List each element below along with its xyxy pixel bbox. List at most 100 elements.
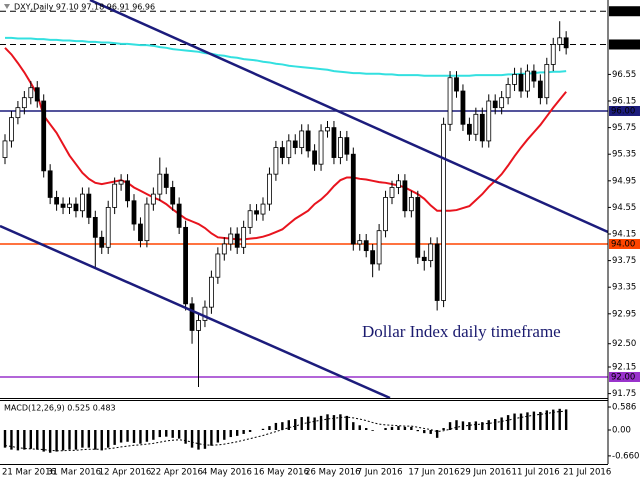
candle-body	[163, 173, 169, 188]
x-tick-label: 7 Jun 2016	[357, 468, 403, 478]
candle-body	[234, 233, 240, 248]
candle-body	[550, 44, 556, 65]
moving-average	[4, 47, 567, 241]
candle-body	[228, 233, 234, 245]
candle-body	[99, 236, 105, 248]
candle-body	[196, 320, 201, 331]
candle-body	[150, 193, 156, 205]
y-tick-label: 92.15	[612, 363, 636, 373]
x-tick-label: 11 Jul 2016	[512, 468, 560, 478]
trendline	[0, 224, 391, 400]
candle-body	[473, 113, 479, 135]
candle-body	[221, 243, 227, 255]
x-tick-label: 21 Mar 2016	[2, 468, 56, 478]
candle-body	[531, 70, 537, 82]
level-label-box	[609, 371, 640, 382]
y-tick-label: 91.75	[612, 389, 636, 399]
candle-body	[54, 197, 59, 205]
y-tick-label: 94.15	[612, 230, 636, 240]
candle-body	[331, 127, 337, 158]
y-tick-label: 92.50	[612, 339, 636, 349]
candle-body	[344, 137, 350, 155]
candle-body	[460, 90, 466, 125]
trendlines	[0, 0, 609, 400]
candle-body	[60, 203, 66, 208]
level-label-box	[609, 238, 640, 249]
x-tick-label: 26 May 2016	[305, 468, 360, 478]
candle-body	[254, 210, 259, 215]
trendline	[89, 0, 609, 234]
candle-body	[2, 140, 8, 158]
candle-body	[86, 193, 92, 218]
level-label: 94.00	[611, 239, 635, 249]
candle-body	[208, 276, 214, 308]
candle-body	[260, 203, 266, 215]
candle-body	[486, 100, 492, 142]
candle-body	[512, 74, 517, 85]
x-tick-label: 29 Jun 2016	[460, 468, 511, 478]
chart-title: DXY,Daily 97.10 97.18 96.91 96.96	[14, 3, 155, 12]
candle-body	[363, 240, 369, 252]
y-tick-label: 95.35	[612, 150, 636, 160]
candle-body	[396, 180, 401, 188]
candle-body	[421, 256, 427, 262]
candle-body	[105, 207, 111, 248]
candle-body	[376, 230, 382, 265]
candle-body	[21, 97, 27, 109]
candle-body	[9, 117, 14, 142]
x-tick-label: 17 Jun 2016	[408, 468, 459, 478]
candle-body	[273, 147, 279, 175]
candle-body	[299, 130, 305, 148]
annotation: Dollar Index daily timeframe	[362, 322, 561, 341]
candle-body	[131, 200, 137, 225]
candle-body	[125, 180, 130, 202]
level-label: 96.00	[611, 106, 635, 116]
candle-body	[292, 140, 298, 148]
candle-body	[189, 303, 195, 331]
candle-body	[499, 97, 505, 109]
x-tick-label: 4 May 2016	[202, 468, 252, 478]
candle-body	[389, 187, 395, 198]
moving-average	[5, 36, 567, 77]
level-label-box	[609, 39, 640, 50]
x-tick-label: 22 Apr 2016	[150, 468, 203, 478]
candle-body	[544, 64, 550, 99]
candle-body	[112, 183, 118, 208]
candle-body	[441, 123, 447, 301]
candle-body	[447, 77, 453, 125]
x-tick-label: 21 Jul 2016	[563, 468, 611, 478]
y-tick-label: 94.95	[612, 176, 636, 186]
candle-body	[537, 80, 543, 99]
level-label-box	[609, 6, 640, 17]
y-tick-label: 94.55	[612, 203, 636, 213]
candle-body	[67, 203, 72, 208]
x-tick-label: 12 Apr 2016	[99, 468, 152, 478]
x-tick-label: 31 Mar 2016	[47, 468, 101, 478]
level-label-box	[609, 105, 640, 116]
candle-body	[383, 197, 388, 232]
candle-body	[157, 173, 163, 195]
collapse-icon[interactable]	[4, 4, 10, 9]
candle-body	[434, 243, 440, 301]
candle-body	[202, 306, 208, 321]
candle-body	[318, 130, 324, 165]
y-tick-label: 95.75	[612, 123, 636, 133]
indicator-title: MACD(12,26,9) 0.525 0.483	[4, 404, 116, 413]
candle-body	[279, 147, 285, 158]
y-tick-label: 93.35	[612, 283, 636, 293]
candle-body	[183, 226, 189, 305]
candle-body	[138, 223, 143, 242]
candle-body	[41, 100, 47, 172]
candle-body	[518, 74, 524, 92]
candle-body	[170, 187, 176, 205]
level-label: 97.50	[611, 7, 635, 17]
candle-body	[144, 203, 150, 242]
candle-body	[118, 180, 124, 185]
candle-body	[325, 127, 330, 132]
candle-body	[305, 130, 311, 152]
candle-body	[350, 153, 356, 245]
candle-body	[15, 107, 21, 119]
candle-body	[34, 87, 40, 102]
